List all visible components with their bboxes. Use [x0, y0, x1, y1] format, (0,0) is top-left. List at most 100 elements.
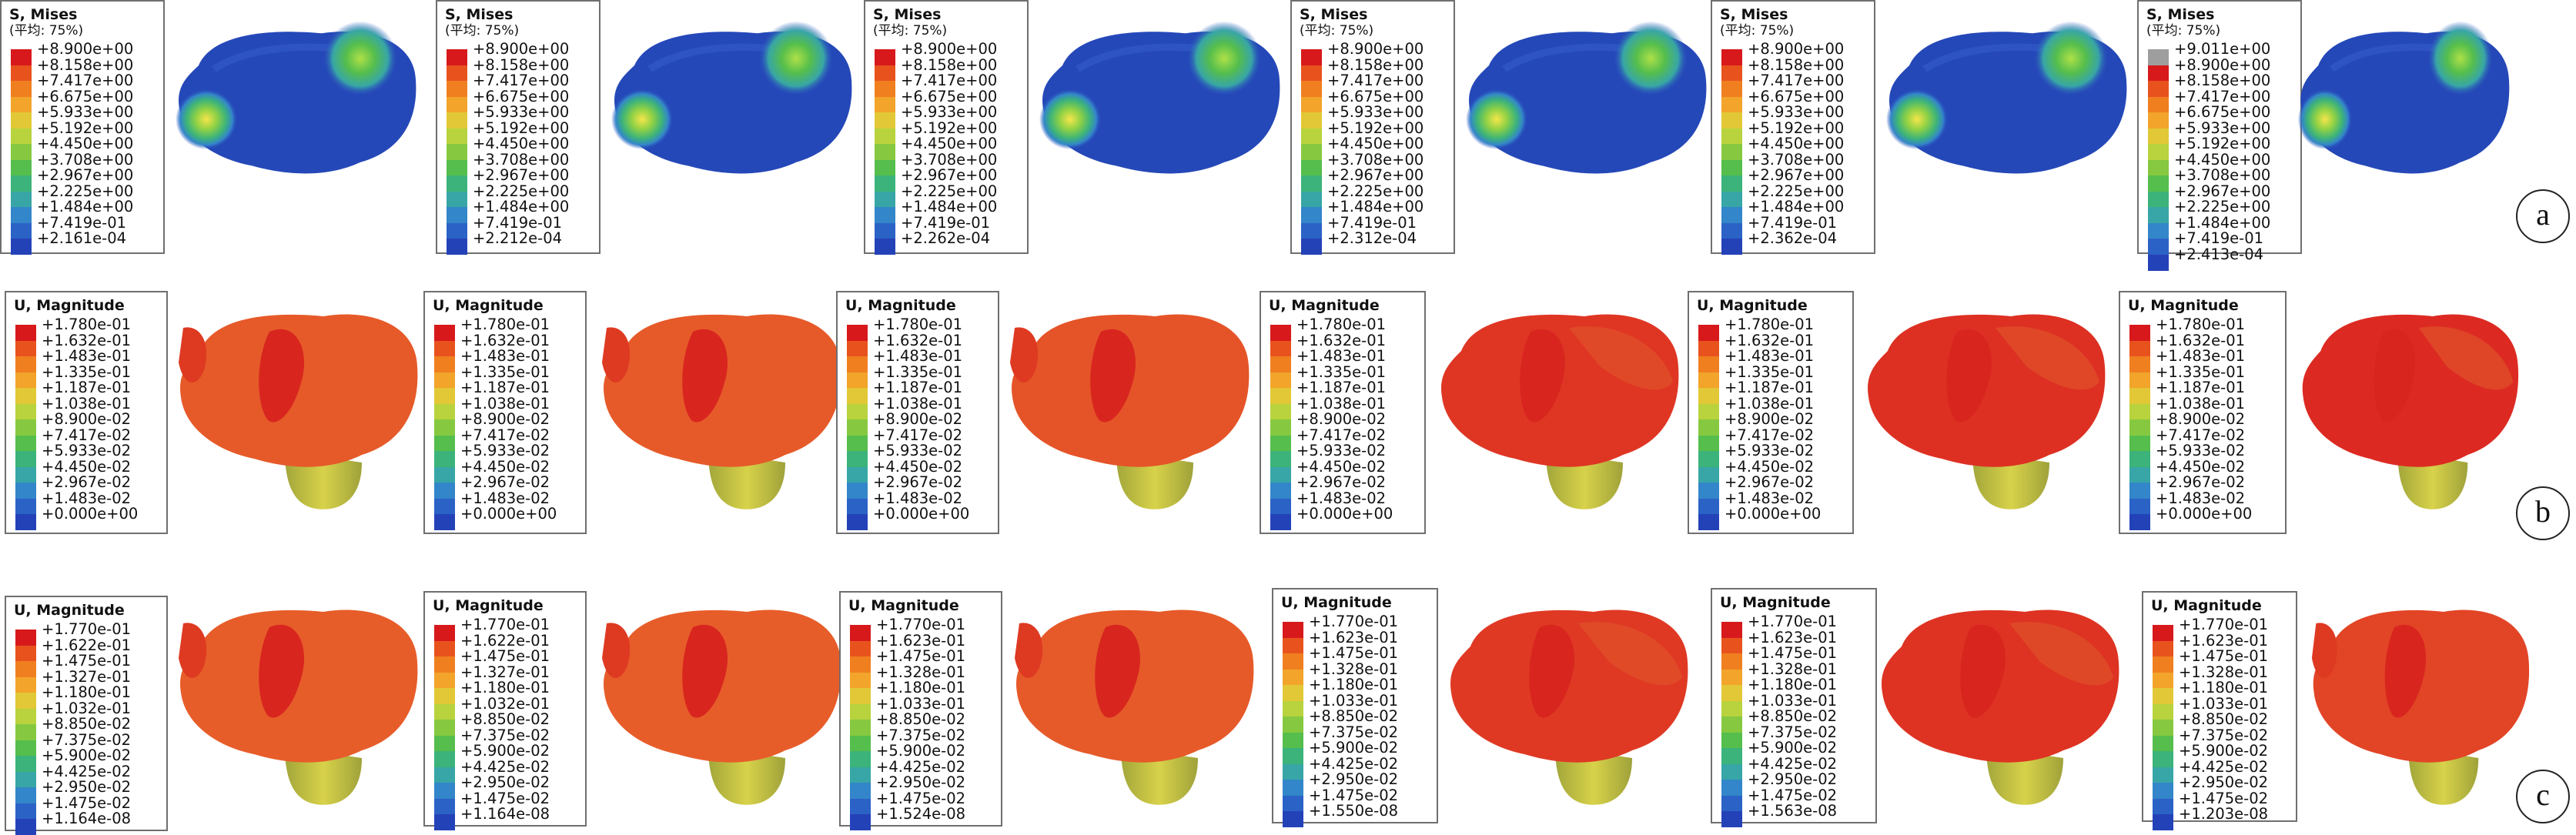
legend-value: +1.335e-01: [2156, 362, 2246, 381]
legend-swatch: [1721, 795, 1742, 812]
legend-swatch: [850, 640, 871, 657]
legend-swatch: [1283, 622, 1303, 638]
legend-value: +5.192e+00: [901, 119, 998, 137]
legend-value: +1.483e-01: [42, 347, 132, 365]
panel-b5: U, Magnitude +1.780e-01 +1.632e-01 +1.483e-…: [1688, 291, 2111, 545]
legend-swatch: [15, 483, 36, 499]
legend-value: +5.900e-02: [2179, 742, 2269, 760]
legend-swatch: [2129, 340, 2150, 357]
legend-swatch: [2153, 720, 2173, 736]
legend-value: +2.225e+00: [2174, 198, 2271, 215]
legend-value: +8.900e-02: [873, 410, 963, 428]
legend-value: +8.850e-02: [2179, 710, 2269, 728]
legend-value: +7.419e-01: [473, 213, 563, 232]
stress-model-a3: [1039, 21, 1280, 174]
legend-swatch: [15, 498, 36, 515]
legend-swatch: [875, 112, 895, 129]
row-label-c: c: [2516, 770, 2570, 823]
legend-swatch: [850, 720, 871, 736]
legend-value: +1.475e-01: [1748, 644, 1838, 662]
stress-model-a2: [611, 21, 852, 174]
legend-colorbar: [2153, 625, 2173, 830]
legend-value: +1.475e-01: [876, 647, 966, 665]
legend-swatch: [850, 751, 871, 767]
legend-value: +6.675e+00: [37, 87, 134, 105]
legend-value: +1.180e-01: [876, 679, 966, 696]
legend-swatch: [2153, 625, 2173, 641]
legend-swatch: [2153, 735, 2173, 752]
panel-b2: U, Magnitude +1.780e-01 +1.632e-01 +1.483e-…: [423, 291, 847, 545]
legend-swatch: [447, 96, 467, 113]
legend-value: +1.327e-01: [42, 667, 132, 686]
panel-b4: U, Magnitude +1.780e-01 +1.632e-01 +1.483e-…: [1260, 291, 1683, 545]
legend-value: +2.225e+00: [1327, 182, 1424, 200]
legend-colorbar: [447, 49, 467, 255]
legend-value: +1.632e-01: [460, 331, 550, 349]
displacement-lower-region: [2418, 326, 2514, 390]
legend-swatch: [1283, 763, 1303, 780]
legend-value: +1.203e-08: [2179, 805, 2269, 823]
displacement-peak-region: [1960, 624, 2006, 718]
legend-value: +7.417e+00: [1748, 72, 1845, 89]
legend-value: +4.450e-02: [873, 457, 963, 476]
legend-value: +1.032e-01: [42, 699, 132, 717]
legend-value: +5.900e-02: [460, 742, 550, 760]
legend-swatch: [1721, 222, 1742, 239]
stress-hotspot-edge: [611, 89, 673, 150]
legend-value: +4.450e+00: [901, 135, 998, 152]
legend-value: +8.850e-02: [1748, 707, 1838, 725]
legend-swatch: [850, 814, 871, 830]
stress-hotspot-condyle: [323, 21, 397, 96]
legend-value: +5.900e-02: [42, 746, 132, 764]
legend-swatch: [2153, 767, 2173, 783]
legend-swatch: [2129, 356, 2150, 372]
legend-value: +1.180e-01: [1309, 676, 1399, 693]
legend-value: +7.375e-02: [2179, 726, 2269, 744]
femur-body: [1012, 314, 1250, 467]
displacement-lower-region: [1996, 326, 2099, 390]
legend-swatch: [2148, 239, 2169, 255]
legend-swatch: [1301, 191, 1322, 208]
legend-swatch: [1698, 483, 1719, 499]
legend-value: +4.450e-02: [2156, 457, 2246, 476]
legend-a6: S, Mises (平均: 75%) +9.011e+00 +8.900e+00 +8.…: [2137, 0, 2302, 271]
legend-swatch: [1270, 466, 1291, 483]
legend-swatch: [1283, 637, 1303, 654]
legend-value: +4.450e-02: [460, 457, 550, 476]
legend-swatch: [434, 625, 455, 641]
legend-swatch: [2148, 191, 2169, 208]
legend-swatch: [847, 419, 868, 436]
legend-title: S, Mises: [445, 6, 514, 23]
legend-swatch: [875, 81, 895, 97]
legend-swatch: [11, 96, 32, 113]
legend-value: +2.950e-02: [42, 778, 132, 796]
legend-value: +1.524e-08: [876, 805, 966, 823]
legend-swatch: [434, 783, 455, 799]
legend-subtitle: (平均: 75%): [9, 23, 84, 38]
legend-colorbar: [850, 625, 871, 830]
legend-swatch: [15, 419, 36, 436]
legend-value: +0.000e+00: [2156, 505, 2253, 523]
legend-swatch: [2153, 783, 2173, 799]
legend-swatch: [1301, 175, 1322, 192]
stress-hotspot-condyle: [2034, 21, 2108, 96]
legend-swatch: [447, 81, 467, 97]
legend-value: +2.967e+00: [2174, 182, 2271, 200]
legend-c5: U, Magnitude +1.770e-01 +1.623e-01 +1.475e-…: [1711, 588, 1877, 827]
legend-c2: U, Magnitude +1.770e-01 +1.622e-01 +1.475e-…: [423, 591, 587, 830]
panel-c6: U, Magnitude +1.770e-01 +1.623e-01 +1.475e-…: [2142, 576, 2565, 832]
legend-swatch: [850, 625, 871, 641]
legend-swatch: [15, 466, 36, 483]
legend-title: U, Magnitude: [1720, 594, 1831, 611]
legend-colorbar: [1721, 49, 1742, 255]
femur-body: [604, 610, 841, 763]
legend-swatch: [875, 128, 895, 145]
legend-value: +5.933e+00: [473, 103, 570, 121]
legend-value: +4.450e+00: [1327, 135, 1424, 152]
legend-value: +8.158e+00: [901, 55, 998, 74]
legend-swatch: [1698, 419, 1719, 436]
legend-swatch: [2129, 325, 2150, 341]
legend-value: +1.550e-08: [1309, 802, 1399, 820]
legend-swatch: [2129, 372, 2150, 389]
legend-value: +5.933e+00: [901, 103, 998, 121]
